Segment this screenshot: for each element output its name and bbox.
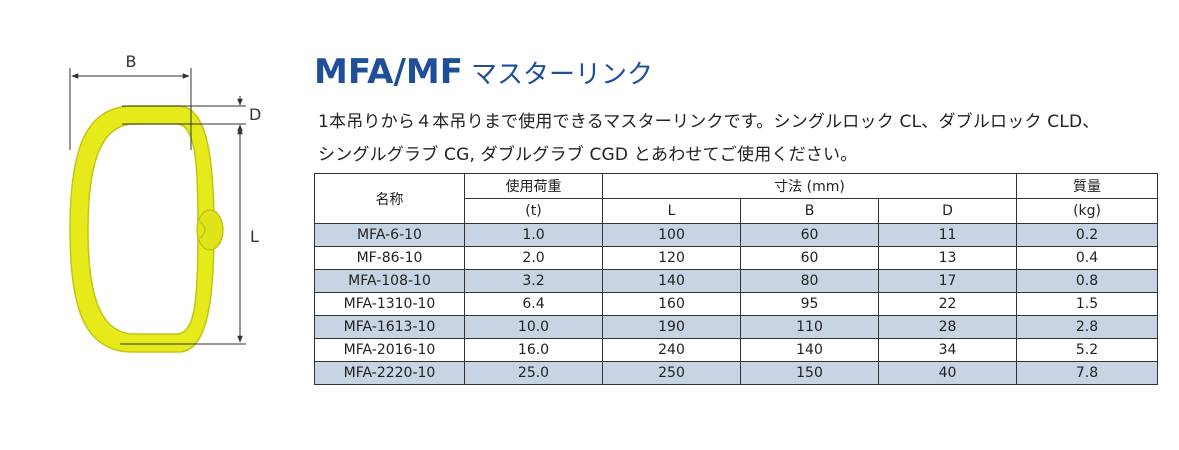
cell-b: 150: [740, 361, 879, 385]
dimension-b: [69, 68, 192, 150]
header-dimensions: 寸法 (mm): [601, 173, 1018, 199]
cell-load: 16.0: [464, 338, 603, 362]
cell-load: 3.2: [464, 269, 603, 293]
spec-table: 名称 使用荷重 寸法 (mm) 質量 (t) L B D (kg) MFA-6-…: [314, 173, 1159, 385]
cell-name: MFA-6-10: [314, 223, 465, 247]
cell-mass: 5.2: [1016, 338, 1159, 362]
table-row: MFA-2220-10 25.0 250 150 40 7.8: [314, 361, 1159, 385]
cell-name: MF-86-10: [314, 246, 465, 270]
dim-b-label: B: [126, 52, 137, 71]
cell-name: MFA-2220-10: [314, 361, 465, 385]
cell-b: 60: [740, 223, 879, 247]
cell-d: 17: [877, 269, 1018, 293]
cell-b: 95: [740, 292, 879, 316]
master-link-figure: B D L: [69, 52, 261, 353]
master-link-ring: [69, 105, 224, 353]
header-mass: 質量: [1016, 173, 1159, 199]
cell-b: 80: [740, 269, 879, 293]
product-model: MFA/MF: [314, 52, 463, 92]
cell-mass: 7.8: [1016, 361, 1159, 385]
cell-l: 160: [602, 292, 741, 316]
cell-b: 110: [740, 315, 879, 339]
cell-d: 28: [877, 315, 1018, 339]
header-row-1: 名称 使用荷重 寸法 (mm) 質量: [314, 173, 1159, 224]
cell-name: MFA-108-10: [314, 269, 465, 293]
product-name: マスターリンク: [470, 60, 653, 90]
cell-l: 250: [602, 361, 741, 385]
table-row: MFA-6-10 1.0 100 60 11 0.2: [314, 223, 1159, 247]
dim-l-label: L: [250, 227, 259, 246]
table-row: MF-86-10 2.0 120 60 13 0.4: [314, 246, 1159, 270]
description-line-1: 1本吊りから４本吊りまで使用できるマスターリンクです。シングルロック CL、ダブ…: [318, 112, 1100, 132]
header-dim-l: L: [602, 198, 741, 224]
cell-l: 100: [602, 223, 741, 247]
table-row: MFA-2016-10 16.0 240 140 34 5.2: [314, 338, 1159, 362]
cell-b: 60: [740, 246, 879, 270]
cell-d: 22: [877, 292, 1018, 316]
header-name: 名称: [314, 173, 465, 224]
cell-mass: 0.4: [1016, 246, 1159, 270]
header-dim-b: B: [740, 198, 879, 224]
header-load-unit: (t): [464, 198, 603, 224]
table-row: MFA-108-10 3.2 140 80 17 0.8: [314, 269, 1159, 293]
dim-d-label: D: [249, 105, 261, 124]
header-load: 使用荷重: [464, 173, 603, 199]
cell-l: 190: [602, 315, 741, 339]
cell-l: 240: [602, 338, 741, 362]
table-row: MFA-1310-10 6.4 160 95 22 1.5: [314, 292, 1159, 316]
cell-l: 140: [602, 269, 741, 293]
header-mass-unit: (kg): [1016, 198, 1159, 224]
cell-load: 25.0: [464, 361, 603, 385]
table-row: MFA-1613-10 10.0 190 110 28 2.8: [314, 315, 1159, 339]
cell-mass: 0.8: [1016, 269, 1159, 293]
description-line-2: シングルグラブ CG, ダブルグラブ CGD とあわせてご使用ください。: [318, 145, 858, 165]
cell-d: 40: [877, 361, 1018, 385]
dimension-l: [120, 127, 246, 345]
header-dim-d: D: [877, 198, 1018, 224]
spec-table-body: MFA-6-10 1.0 100 60 11 0.2 MF-86-10 2.0 …: [314, 223, 1159, 385]
cell-name: MFA-2016-10: [314, 338, 465, 362]
cell-mass: 1.5: [1016, 292, 1159, 316]
cell-d: 34: [877, 338, 1018, 362]
cell-b: 140: [740, 338, 879, 362]
cell-load: 1.0: [464, 223, 603, 247]
cell-d: 13: [877, 246, 1018, 270]
cell-load: 2.0: [464, 246, 603, 270]
cell-mass: 2.8: [1016, 315, 1159, 339]
cell-l: 120: [602, 246, 741, 270]
cell-d: 11: [877, 223, 1018, 247]
cell-load: 6.4: [464, 292, 603, 316]
weld-bump: [196, 209, 224, 251]
cell-name: MFA-1310-10: [314, 292, 465, 316]
cell-name: MFA-1613-10: [314, 315, 465, 339]
product-title: MFA/MF マスターリンク: [314, 52, 653, 96]
cell-load: 10.0: [464, 315, 603, 339]
cell-mass: 0.2: [1016, 223, 1159, 247]
